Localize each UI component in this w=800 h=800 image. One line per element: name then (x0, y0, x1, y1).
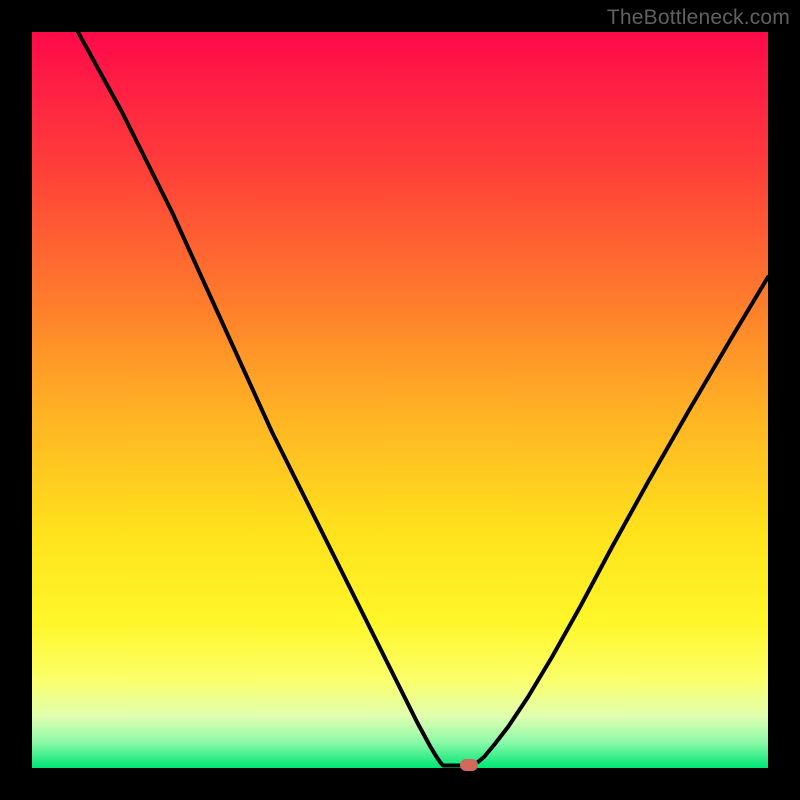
bottleneck-curve (32, 32, 768, 768)
plot-area (32, 32, 768, 768)
watermark-text: TheBottleneck.com (607, 6, 790, 30)
chart-container: { "watermark": "TheBottleneck.com", "can… (0, 0, 800, 800)
curve-path (78, 32, 768, 766)
optimum-marker (460, 759, 478, 771)
